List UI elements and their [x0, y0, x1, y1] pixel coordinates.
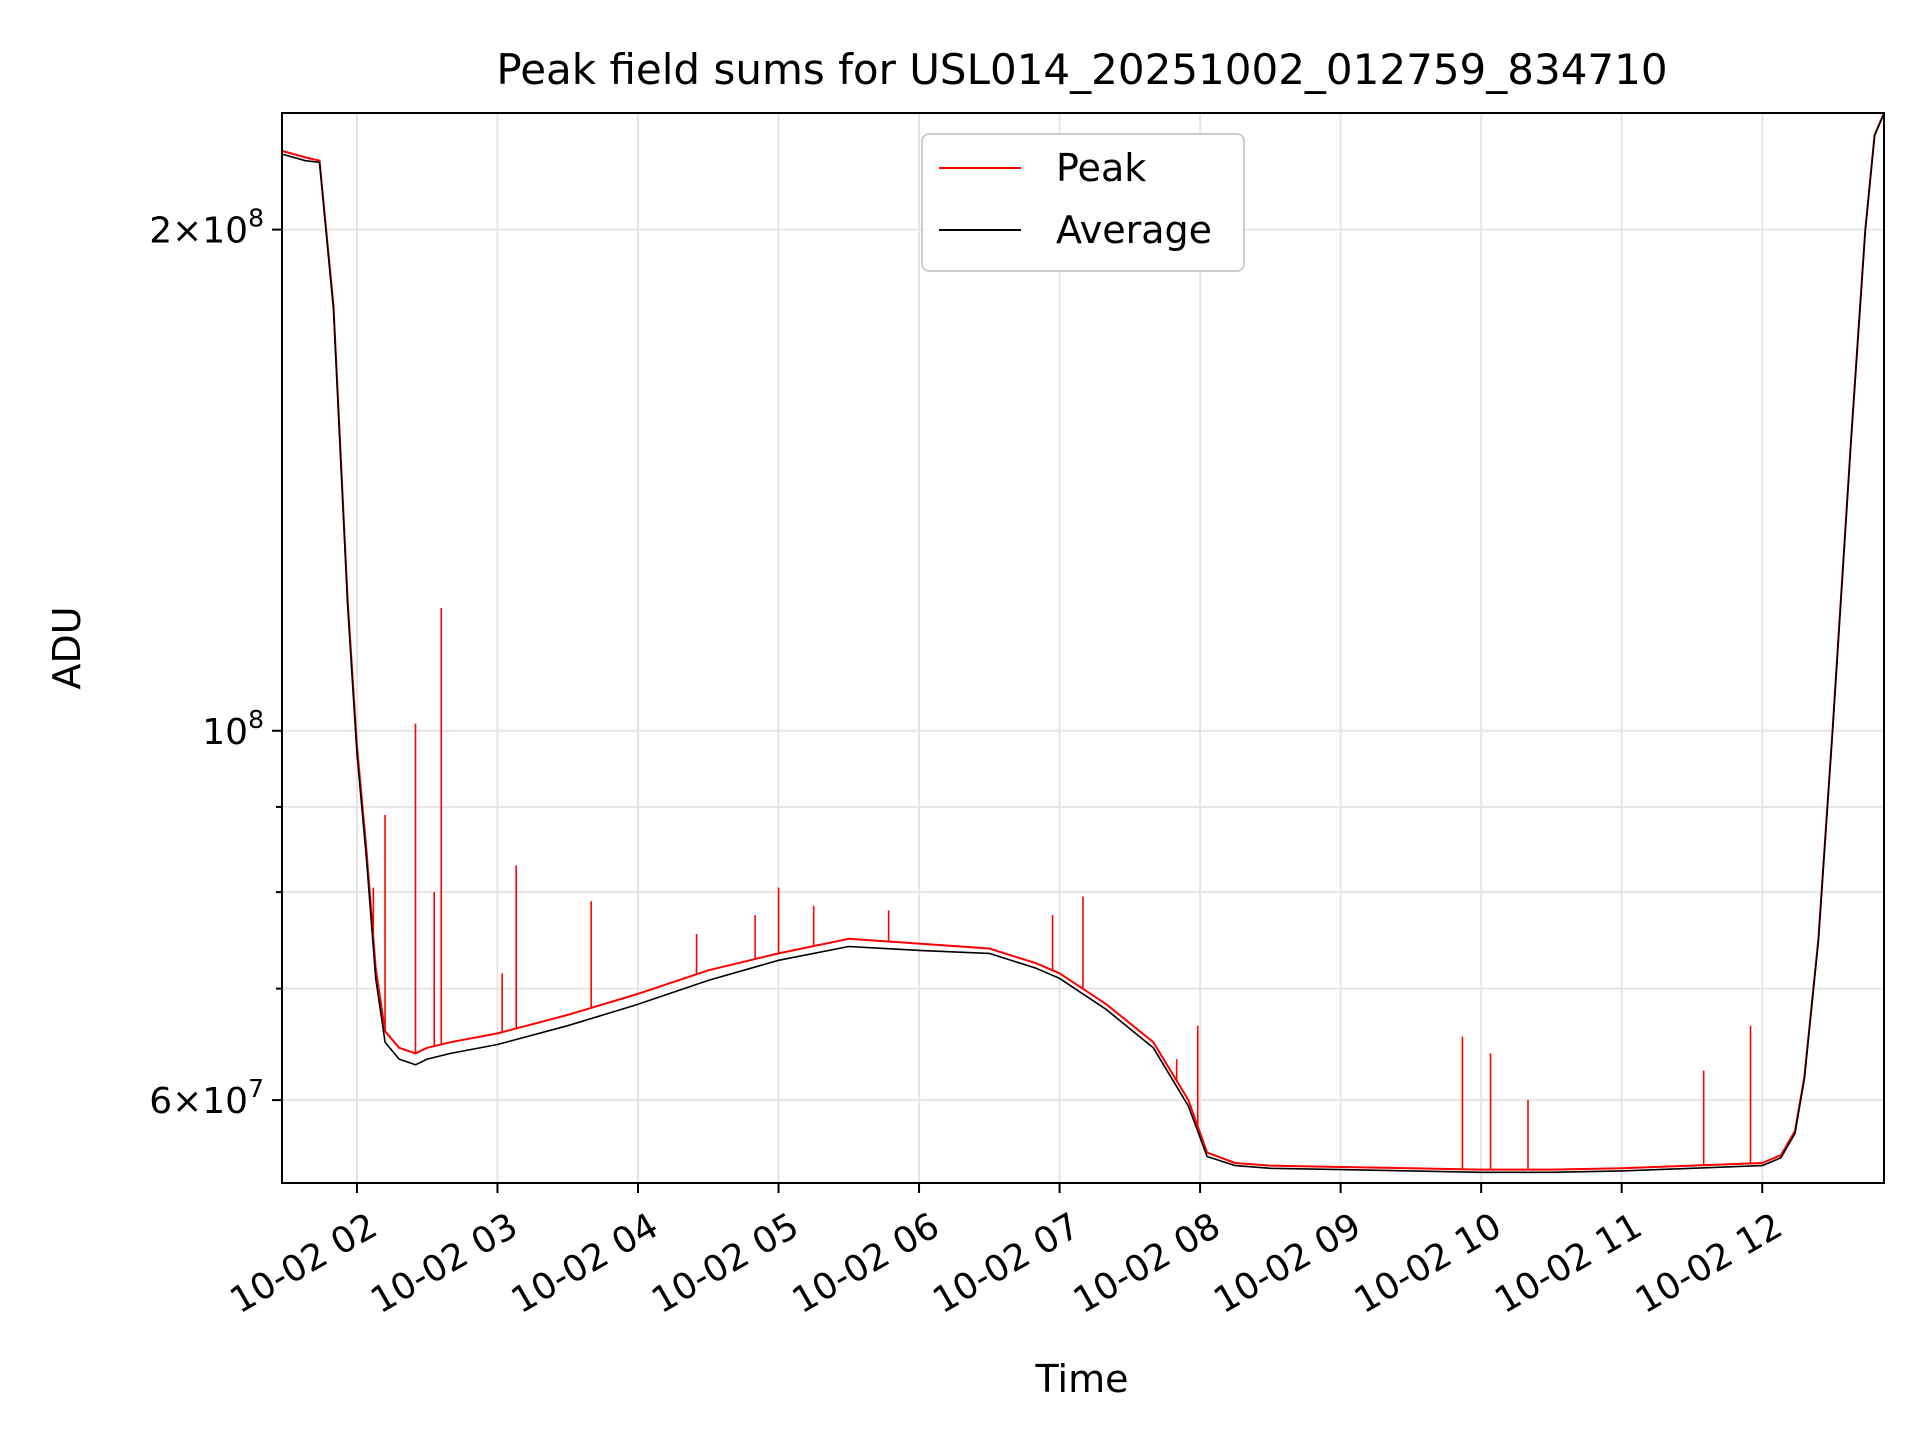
- x-axis-label: Time: [1035, 1357, 1129, 1401]
- y-tick-label: 2×108: [149, 204, 264, 252]
- legend: Peak Average: [921, 133, 1245, 272]
- y-tick-label: 6×107: [149, 1074, 264, 1122]
- chart-title: Peak field sums for USL014_20251002_0127…: [496, 45, 1667, 94]
- plot-frame: [281, 112, 1885, 1184]
- grid: [282, 113, 1884, 1183]
- y-tick-label: 108: [202, 705, 264, 753]
- y-axis-label: ADU: [45, 606, 89, 689]
- y-axis-ticks: 6×107 108 2×108: [149, 204, 282, 1122]
- legend-label-average: Average: [1056, 208, 1212, 252]
- series-line-average: [281, 113, 1885, 1174]
- series-average: [281, 113, 1885, 1174]
- series-line-peak: [281, 112, 1885, 1171]
- series-peak: [281, 112, 1885, 1171]
- legend-label-peak: Peak: [1056, 146, 1146, 190]
